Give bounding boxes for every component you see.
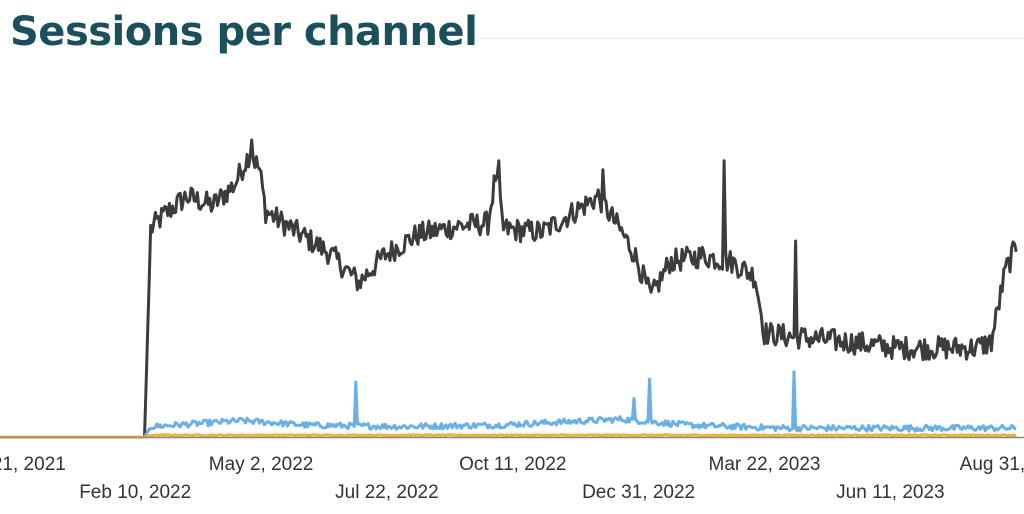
x-tick-label: Aug 31, 2023	[960, 454, 1024, 475]
series-line-2	[0, 370, 1017, 439]
x-tick-label: Feb 10, 2022	[79, 482, 191, 503]
x-tick-label: Dec 31, 2022	[582, 482, 695, 503]
series-line-1	[0, 138, 1018, 439]
x-tick-label: Jun 11, 2023	[836, 482, 944, 503]
x-tick-label: Mar 22, 2023	[709, 454, 821, 475]
series-layer	[0, 138, 1018, 439]
x-tick-label: Jul 22, 2022	[335, 482, 439, 503]
x-tick-label: Nov 21, 2021	[0, 454, 66, 475]
x-axis-ticks: Nov 21, 2021 Feb 10, 2022 May 2, 2022 Jul 2…	[0, 454, 1024, 503]
series-line-3	[0, 433, 1017, 439]
x-tick-label: Oct 11, 2022	[459, 454, 566, 475]
chart-title: Sessions per channel	[10, 9, 478, 55]
x-tick-label: May 2, 2022	[209, 454, 314, 475]
title-divider	[480, 38, 1024, 39]
